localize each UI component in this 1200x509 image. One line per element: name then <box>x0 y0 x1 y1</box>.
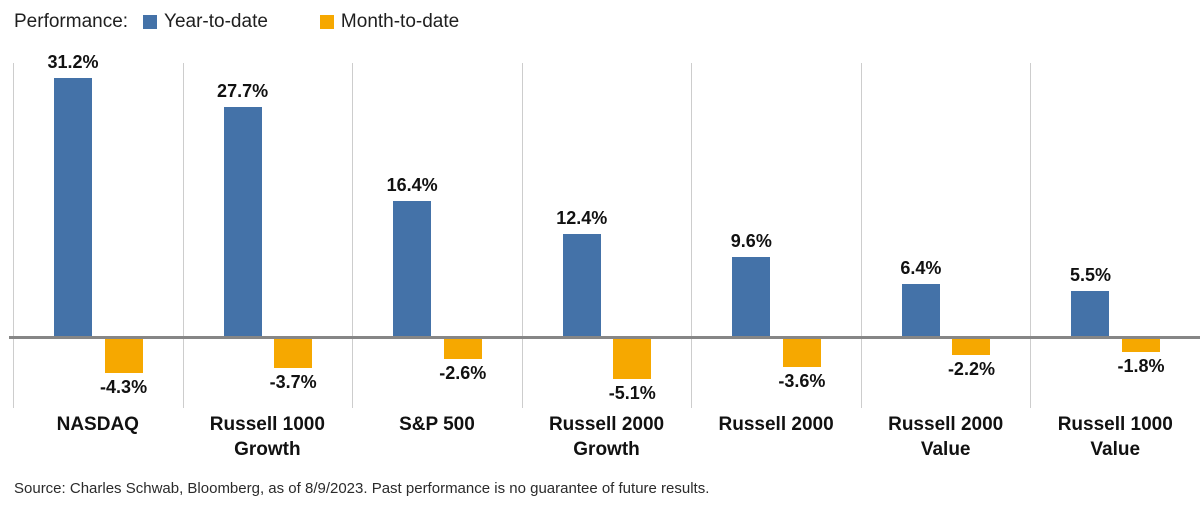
mtd-value-label: -3.7% <box>269 372 317 392</box>
category-label: Russell 2000 Growth <box>548 414 665 460</box>
mtd-swatch-icon <box>319 15 334 29</box>
mtd-bar <box>952 337 991 355</box>
mtd-bar <box>443 337 482 359</box>
mtd-value-label: -2.6% <box>439 363 487 383</box>
legend-item-month-to-date: Month-to-date <box>319 11 460 33</box>
mtd-bar <box>782 337 821 367</box>
legend-title: Performance: <box>14 11 129 32</box>
ytd-bar <box>562 234 601 337</box>
bar-group: 5.5% -1.8% <box>1030 63 1200 408</box>
legend-item-year-to-date: Year-to-date <box>143 11 268 33</box>
bar-group: 6.4% -2.2% <box>860 63 1031 408</box>
mtd-value-label: -3.6% <box>778 371 826 391</box>
mtd-bar <box>1122 337 1161 352</box>
ytd-value-label: 31.2% <box>47 52 99 72</box>
ytd-value-label: 6.4% <box>900 258 942 278</box>
category-label: Russell 1000 Value <box>1057 414 1173 460</box>
ytd-bar <box>393 201 432 337</box>
ytd-value-label: 5.5% <box>1069 265 1111 285</box>
category-label: Russell 1000 Growth <box>209 414 325 460</box>
mtd-value-label: -2.2% <box>947 359 995 379</box>
mtd-value-label: -1.8% <box>1117 356 1165 376</box>
ytd-bar <box>54 78 92 337</box>
bar-group: 27.7% -3.7% <box>182 63 353 408</box>
mtd-value-label: -5.1% <box>608 383 656 403</box>
bar-group: 9.6% -3.6% <box>691 63 861 408</box>
ytd-bar <box>1071 291 1110 337</box>
category-label: Russell 2000 Value <box>888 414 1004 460</box>
bar-group: 31.2% -4.3% <box>13 52 183 408</box>
bar-group: 16.4% -2.6% <box>352 63 522 408</box>
ytd-value-label: 27.7% <box>217 81 269 101</box>
chart-legend: Performance: Year-to-date Month-to-date <box>14 11 511 33</box>
ytd-bar <box>732 257 771 337</box>
legend-item-label: Month-to-date <box>340 11 460 32</box>
source-note: Source: Charles Schwab, Bloomberg, as of… <box>14 480 710 497</box>
category-axis: NASDAQ Russell 1000 Growth S&P 500 Russell … <box>13 412 1200 462</box>
ytd-value-label: 9.6% <box>730 231 772 251</box>
category-label: S&P 500 <box>399 414 475 435</box>
bar-group: 12.4% -5.1% <box>521 63 692 408</box>
ytd-bar <box>901 284 940 337</box>
mtd-bar <box>613 337 652 379</box>
legend-item-label: Year-to-date <box>164 11 268 32</box>
plot-area: 31.2% -4.3% 27.7% -3.7% 16.4% -2.6% 12.4% -5.1%… <box>9 52 1200 408</box>
ytd-swatch-icon <box>143 15 158 29</box>
ytd-value-label: 16.4% <box>386 175 438 195</box>
ytd-value-label: 12.4% <box>556 208 608 228</box>
category-label: Russell 2000 <box>718 414 834 435</box>
category-label: NASDAQ <box>56 414 139 435</box>
mtd-value-label: -4.3% <box>100 377 148 397</box>
mtd-bar <box>274 337 313 368</box>
mtd-bar <box>104 337 143 373</box>
ytd-bar <box>223 107 262 337</box>
zero-baseline <box>9 336 1200 339</box>
